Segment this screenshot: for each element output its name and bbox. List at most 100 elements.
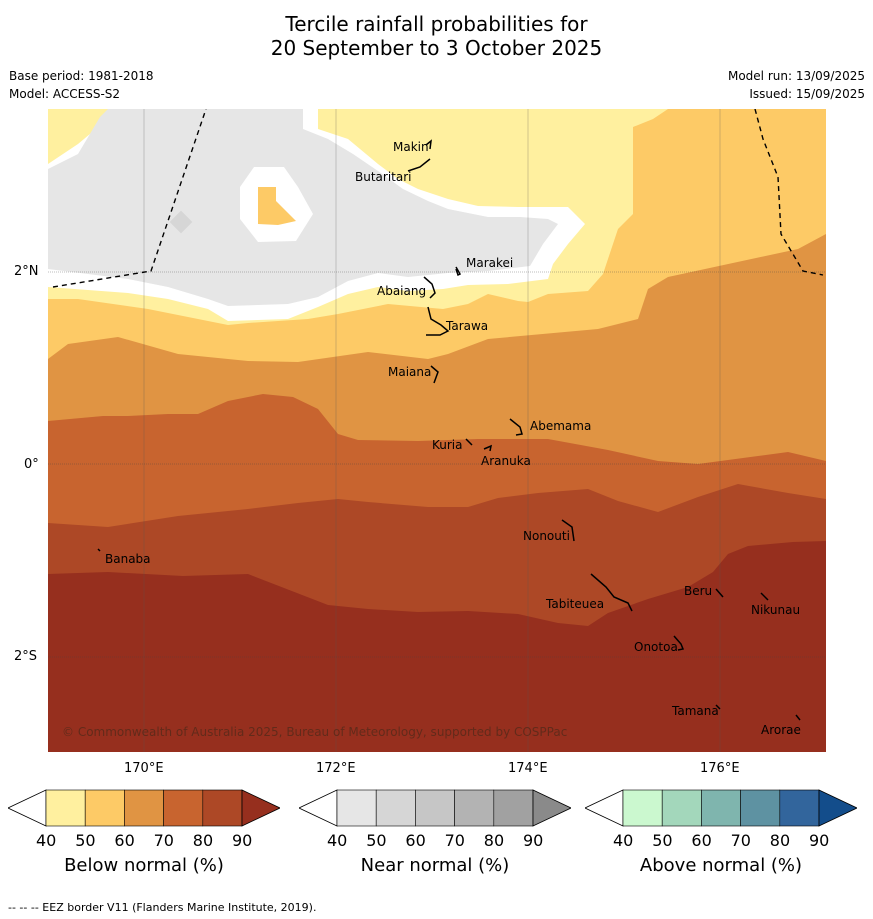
colorbar-below-normal: 40 50 60 70 80 90 Below normal (%): [7, 789, 281, 876]
colorbar-segment: [493, 789, 534, 827]
eez-border: [52, 109, 824, 288]
colorbar-above-normal-ticks: 40 50 60 70 80 90: [585, 831, 857, 850]
colorbar-segment: [454, 789, 495, 827]
lat-label-2n: 2°N: [14, 264, 39, 279]
colorbar-above-normal-bar: [584, 789, 858, 827]
model-name: Model: ACCESS-S2: [9, 87, 121, 101]
colorbar-tick-label: 80: [769, 831, 791, 850]
island-onotoa-shape: [673, 635, 685, 651]
island-tarawa-shape: [426, 306, 450, 336]
lat-label-2s: 2°S: [14, 649, 38, 664]
lon-label-172: 172°E: [316, 761, 356, 776]
colorbar-above-normal-title: Above normal (%): [639, 855, 803, 876]
copyright-notice: © Commonwealth of Australia 2025, Bureau…: [62, 725, 567, 739]
colorbar-tick-label: 40: [327, 831, 348, 850]
colorbar-segment: [202, 789, 243, 827]
probability-map: Makin Butaritari Marakei Abaiang Tarawa …: [48, 109, 826, 752]
island-banaba-shape: [97, 548, 101, 552]
colorbar-tick-label: 90: [809, 831, 830, 850]
colorbar-near-normal-bar: [298, 789, 572, 827]
colorbar-segment: [45, 789, 86, 827]
graticule: [143, 109, 721, 752]
colorbar-near-normal: 40 50 60 70 80 90 Near normal (%): [298, 789, 572, 876]
label-butaritari: Butaritari: [355, 170, 412, 184]
island-tamana-shape: [715, 704, 721, 710]
colorbar-below-normal-title: Below normal (%): [64, 855, 224, 876]
colorbar-tick-label: 60: [405, 831, 426, 850]
colorbar-extend-high: [241, 789, 281, 827]
island-butaritari-shape: [407, 158, 431, 172]
colorbar-segment: [740, 789, 781, 827]
chart-title: Tercile rainfall probabilities for 20 Se…: [0, 12, 873, 60]
label-tamana: Tamana: [671, 704, 719, 718]
colorbar-tick-label: 90: [232, 831, 253, 850]
colorbar-tick-label: 90: [523, 831, 544, 850]
latitude-lines: [48, 271, 826, 658]
colorbar-tick-label: 80: [483, 831, 505, 850]
map-panel: Makin Butaritari Marakei Abaiang Tarawa …: [48, 109, 826, 752]
colorbar-tick-label: 50: [366, 831, 387, 850]
colorbar-tick-label: 60: [691, 831, 712, 850]
title-line-1: Tercile rainfall probabilities for: [285, 12, 588, 36]
colorbar-extend-low: [7, 789, 47, 827]
island-marakei-shape: [455, 266, 462, 277]
colorbar-tick-label: 70: [730, 831, 751, 850]
island-makin-shape: [425, 139, 432, 150]
colorbar-segment: [124, 789, 164, 827]
colorbar-segment: [336, 789, 377, 827]
colorbar-tick-label: 40: [613, 831, 634, 850]
colorbar-segment: [163, 789, 204, 827]
island-arorae-shape: [795, 714, 801, 721]
label-marakei: Marakei: [466, 256, 513, 270]
colorbar-extend-low: [298, 789, 338, 827]
inner-yellow-patch: [258, 187, 296, 225]
colorbar-segment: [779, 789, 820, 827]
label-makin: Makin: [393, 140, 429, 154]
model-run: Model run: 13/09/2025: [727, 69, 865, 83]
colorbar-segment: [661, 789, 702, 827]
title-line-2: 20 September to 3 October 2025: [270, 36, 603, 60]
island-kuria-shape: [465, 438, 473, 446]
colorbar-tick-label: 50: [652, 831, 673, 850]
colorbar-segment: [622, 789, 663, 827]
colorbar-extend-high: [818, 789, 858, 827]
colorbar-below-normal-ticks: 40 50 60 70 80 90: [8, 831, 280, 850]
eez-legend-footer: -- -- -- EEZ border V11 (Flanders Marine…: [8, 901, 317, 914]
label-beru: Beru: [684, 584, 712, 598]
colorbar-above-normal: 40 50 60 70 80 90 Above normal (%): [584, 789, 858, 876]
label-abemama: Abemama: [530, 419, 591, 433]
island-tabiteuea-shape: [590, 573, 633, 612]
label-abaiang: Abaiang: [377, 284, 426, 298]
label-onotoa: Onotoa: [634, 640, 678, 654]
island-nikunau-shape: [760, 592, 769, 601]
colorbar-segment: [415, 789, 455, 827]
label-tarawa: Tarawa: [445, 319, 488, 333]
label-nonouti: Nonouti: [523, 529, 570, 543]
island-nonouti-shape: [561, 519, 575, 542]
colorbar-tick-label: 40: [36, 831, 57, 850]
island-abemama-shape: [509, 418, 523, 436]
lat-label-0: 0°: [24, 457, 39, 472]
colorbar-near-normal-title: Near normal (%): [360, 855, 510, 876]
colorbar-segment: [375, 789, 416, 827]
lon-label-174: 174°E: [508, 761, 548, 776]
island-aranuka-shape: [483, 444, 493, 452]
island-beru-shape: [715, 588, 724, 598]
label-nikunau: Nikunau: [751, 603, 800, 617]
colorbar-tick-label: 60: [114, 831, 135, 850]
colorbar-tick-label: 80: [192, 831, 214, 850]
colorbar-tick-label: 50: [75, 831, 96, 850]
label-kuria: Kuria: [432, 438, 463, 452]
label-tabiteuea: Tabiteuea: [545, 597, 604, 611]
colorbar-tick-label: 70: [153, 831, 174, 850]
label-maiana: Maiana: [388, 365, 431, 379]
colorbar-extend-high: [532, 789, 572, 827]
island-maiana-shape: [430, 365, 439, 384]
colorbar-near-normal-ticks: 40 50 60 70 80 90: [299, 831, 571, 850]
colorbar-below-normal-bar: [7, 789, 281, 827]
base-period: Base period: 1981-2018: [9, 69, 154, 83]
label-banaba: Banaba: [105, 552, 151, 566]
island-abaiang-shape: [423, 276, 436, 299]
lon-label-170: 170°E: [124, 761, 164, 776]
label-arorae: Arorae: [761, 723, 801, 737]
